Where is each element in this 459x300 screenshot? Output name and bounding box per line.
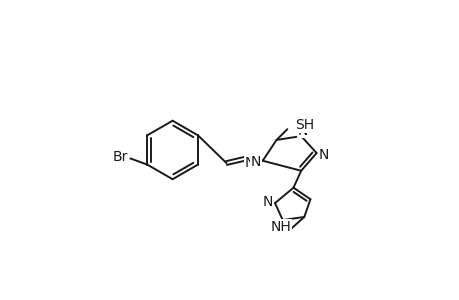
Text: SH: SH — [294, 118, 313, 132]
Text: NH: NH — [270, 220, 291, 234]
Text: N: N — [319, 148, 329, 162]
Text: N: N — [250, 155, 260, 169]
Text: N: N — [297, 124, 307, 138]
Text: N: N — [262, 195, 272, 208]
Text: Br: Br — [112, 150, 128, 164]
Text: N: N — [244, 156, 254, 170]
